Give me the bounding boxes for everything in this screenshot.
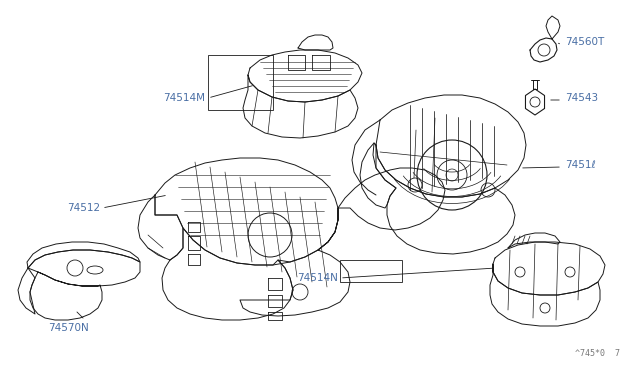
Bar: [208, 55, 273, 110]
Text: 74514M: 74514M: [163, 93, 205, 103]
Text: 7451ℓ: 7451ℓ: [565, 160, 596, 170]
Text: 74570N: 74570N: [48, 323, 89, 333]
Bar: [340, 260, 402, 282]
Text: 74514N: 74514N: [297, 273, 338, 283]
Text: 74560T: 74560T: [565, 37, 604, 47]
Text: 74543: 74543: [565, 93, 598, 103]
Text: 74512: 74512: [67, 203, 100, 213]
Text: ^745*0  7: ^745*0 7: [575, 349, 620, 358]
